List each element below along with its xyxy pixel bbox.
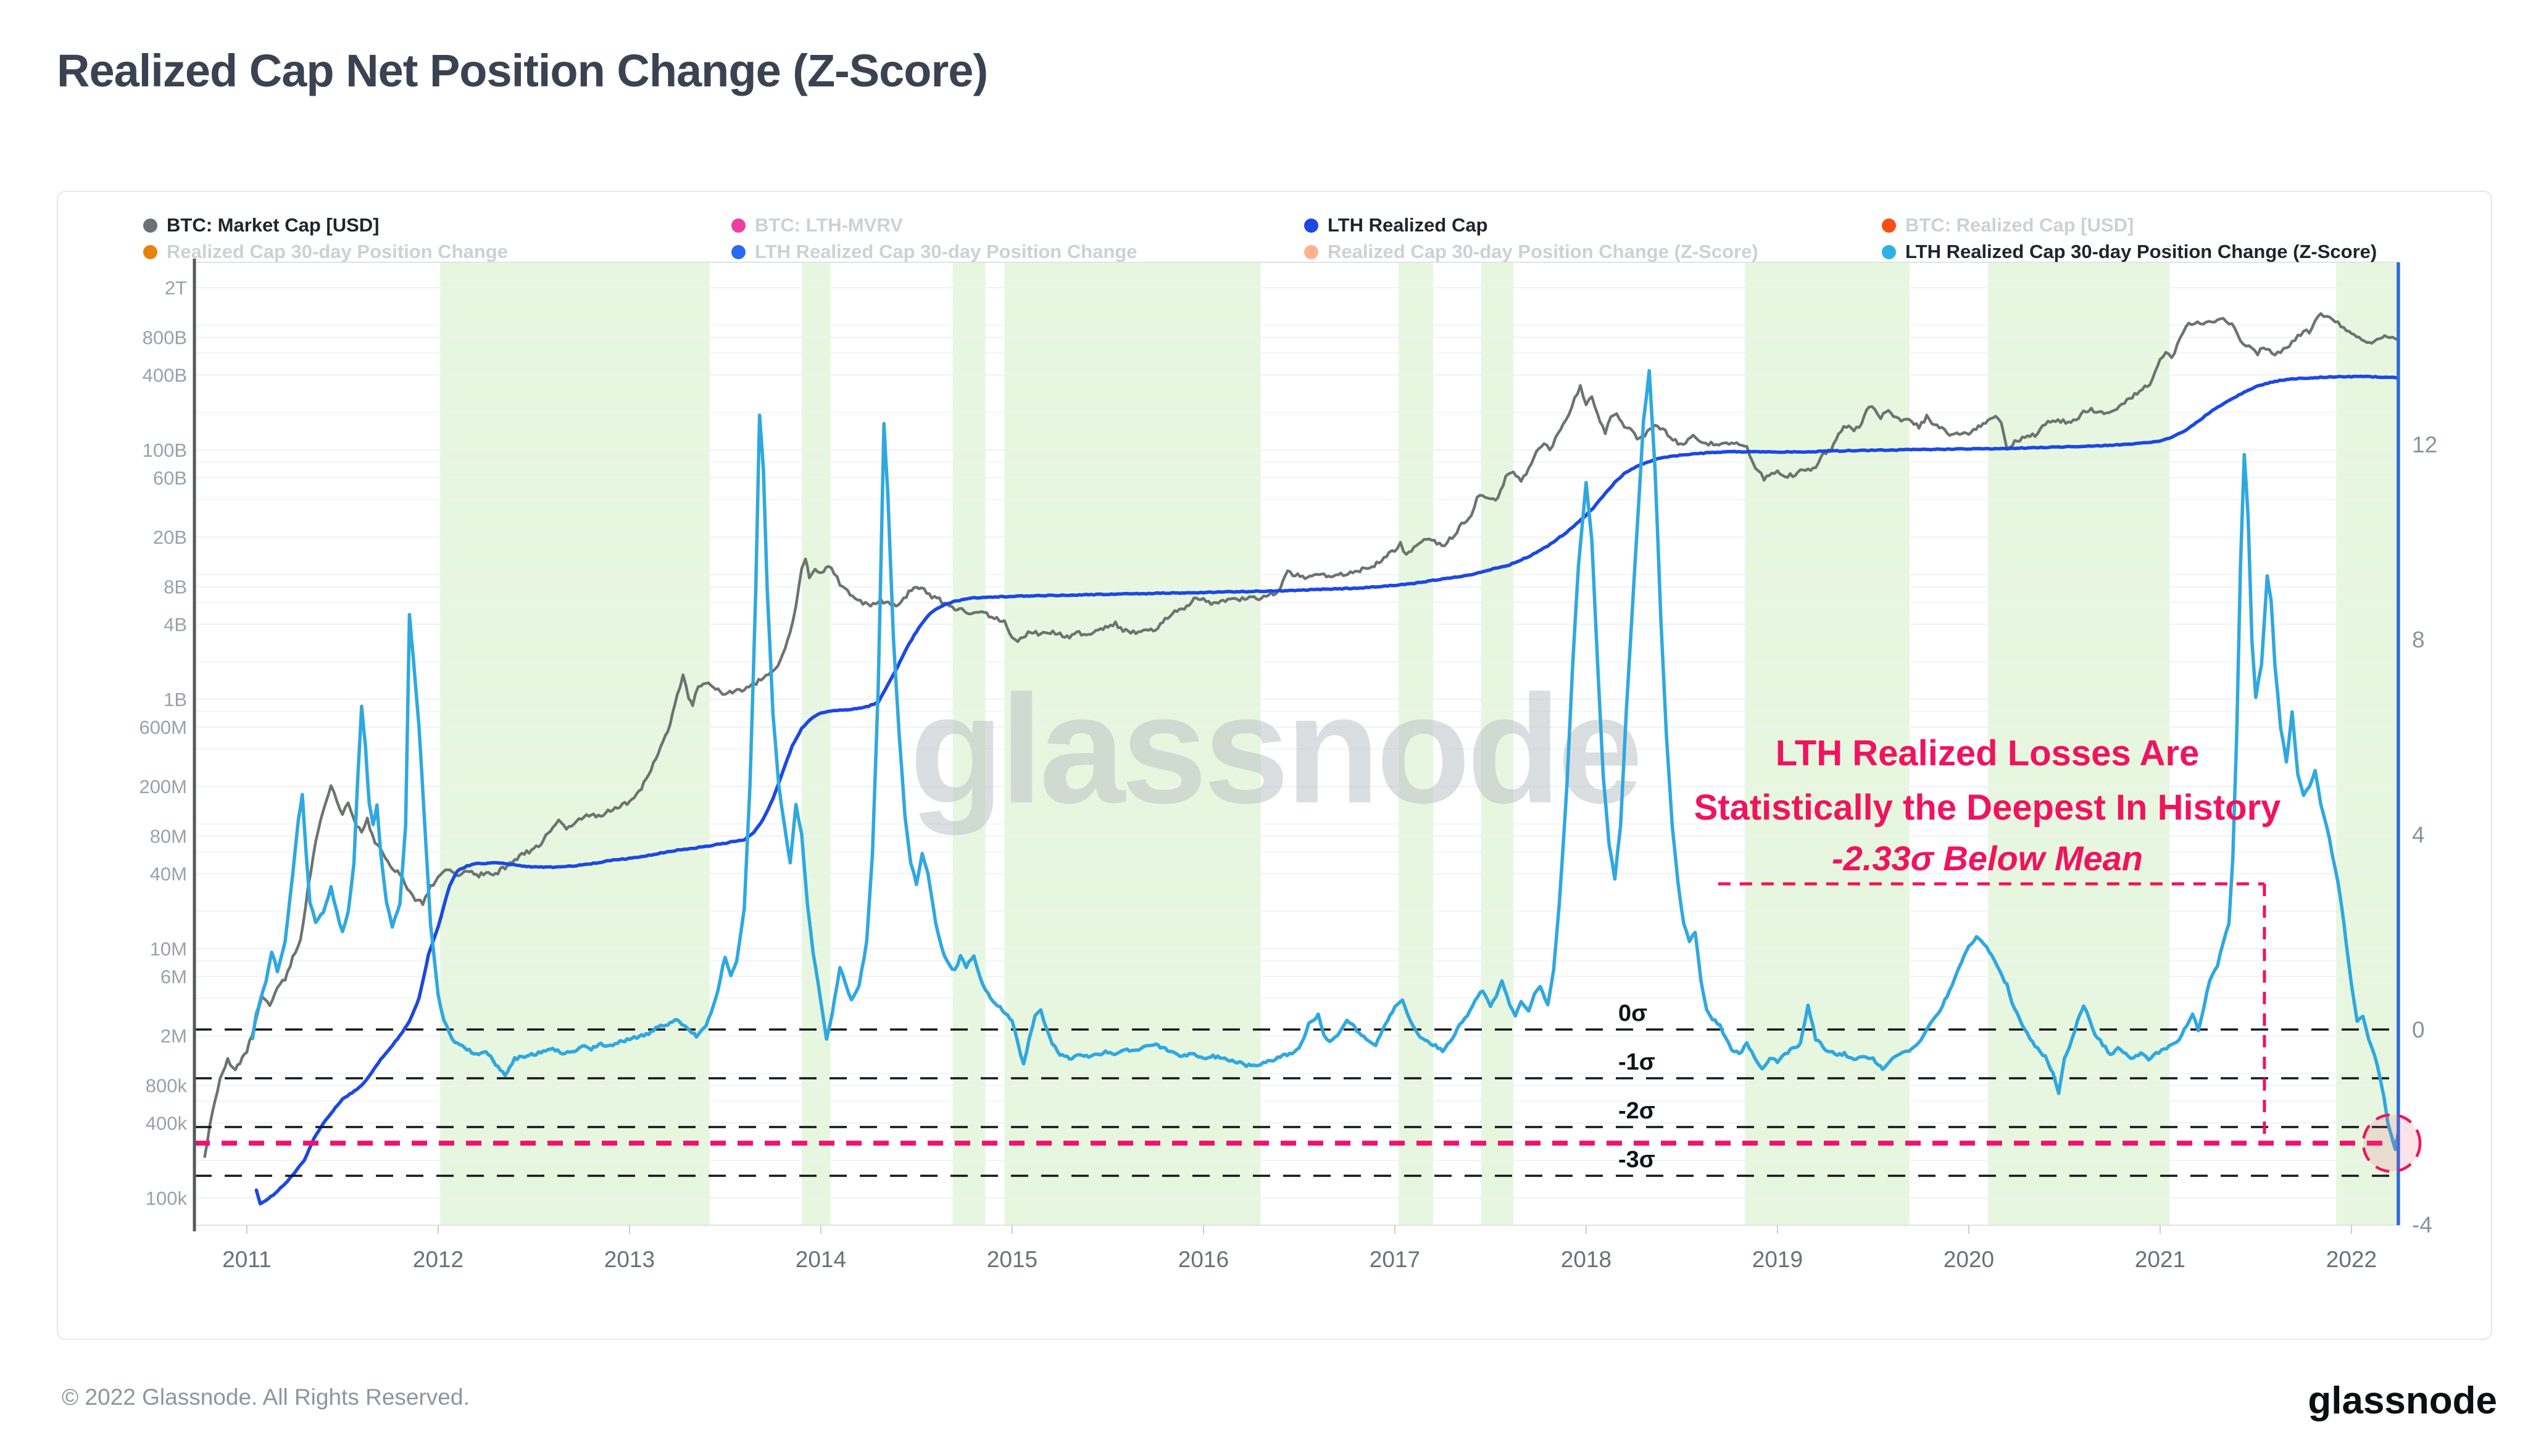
legend-label: Realized Cap 30-day Position Change (Z-S…	[1328, 241, 1758, 262]
y-axis-label-left: 100k	[146, 1188, 188, 1209]
legend-item-realized-cap-30-day-position-change-z-score[interactable]: Realized Cap 30-day Position Change (Z-S…	[1304, 239, 1758, 264]
green-band	[1004, 262, 1261, 1225]
series-z-score-line	[251, 368, 2400, 1151]
x-axis-label: 2022	[2326, 1247, 2377, 1272]
legend-label: BTC: Market Cap [USD]	[167, 214, 380, 236]
glassnode-logo: glassnode	[2308, 1379, 2497, 1422]
legend-dot-icon	[731, 218, 746, 233]
annotation-line1: LTH Realized Losses Are	[1776, 733, 2200, 773]
legend-label: Realized Cap 30-day Position Change	[167, 241, 508, 262]
y-axis-label-right: -4	[2412, 1212, 2432, 1238]
sigma-label: -2σ	[1618, 1098, 1655, 1124]
legend-item-lth-realized-cap[interactable]: LTH Realized Cap	[1304, 213, 1488, 238]
legend-dot-icon	[1304, 218, 1318, 233]
legend-item-btc-lth-mvrv[interactable]: BTC: LTH-MVRV	[731, 213, 903, 238]
legend-item-btc-realized-cap-usd[interactable]: BTC: Realized Cap [USD]	[1882, 213, 2134, 238]
legend-dot-icon	[731, 244, 746, 259]
legend-label: BTC: Realized Cap [USD]	[1905, 214, 2134, 236]
legend-item-lth-realized-cap-30-day-position-change-z-score[interactable]: LTH Realized Cap 30-day Position Change …	[1882, 239, 2377, 264]
y-axis-label-right: 4	[2412, 822, 2425, 847]
green-band	[1745, 262, 1910, 1225]
x-axis-label: 2020	[1944, 1247, 1994, 1272]
legend-dot-icon	[143, 218, 157, 233]
y-axis-label-left: 200M	[139, 776, 187, 797]
series-lth-realized-cap-line	[254, 374, 2400, 1206]
y-axis-label-left: 400B	[143, 364, 187, 386]
y-axis-label-left: 800B	[143, 327, 187, 349]
x-axis-label: 2013	[604, 1247, 655, 1272]
green-band	[1399, 262, 1433, 1225]
sigma-label: -3σ	[1618, 1147, 1655, 1173]
green-band	[801, 262, 831, 1225]
y-axis-label-left: 8B	[164, 576, 187, 598]
x-axis-label: 2016	[1178, 1247, 1229, 1272]
y-axis-label-left: 600M	[139, 717, 187, 738]
y-axis-label-left: 80M	[150, 826, 187, 847]
legend-dot-icon	[1882, 244, 1896, 259]
legend-item-btc-market-cap-usd[interactable]: BTC: Market Cap [USD]	[143, 213, 379, 238]
y-axis-label-left: 4B	[164, 614, 187, 635]
y-axis-label-right: 0	[2412, 1017, 2425, 1042]
annotation-line3: -2.33σ Below Mean	[1832, 839, 2143, 878]
x-axis-label: 2014	[796, 1247, 846, 1272]
legend-dot-icon	[1882, 218, 1896, 233]
green-band	[2336, 262, 2400, 1225]
x-axis-label: 2019	[1752, 1247, 1803, 1272]
sigma-label: -1σ	[1618, 1049, 1655, 1075]
legend-item-realized-cap-30-day-position-change[interactable]: Realized Cap 30-day Position Change	[143, 239, 508, 264]
x-axis-label: 2021	[2135, 1247, 2185, 1272]
lowpoint-ellipse	[2361, 1113, 2422, 1173]
y-axis-label-left: 60B	[153, 467, 187, 489]
y-axis-label-right: 8	[2412, 627, 2425, 652]
green-band	[1987, 262, 2170, 1225]
legend-label: LTH Realized Cap 30-day Position Change	[755, 241, 1137, 262]
annotation-line2: Statistically the Deepest In History	[1694, 788, 2281, 828]
y-axis-label-left: 40M	[150, 863, 187, 884]
page-title: Realized Cap Net Position Change (Z-Scor…	[57, 45, 988, 96]
y-axis-label-left: 6M	[160, 966, 187, 988]
legend-label: LTH Realized Cap 30-day Position Change …	[1905, 241, 2377, 262]
x-axis-label: 2011	[222, 1247, 272, 1272]
legend-label: BTC: LTH-MVRV	[755, 214, 903, 236]
y-axis-label-left: 2M	[160, 1025, 187, 1047]
green-band	[440, 262, 710, 1225]
y-axis-label-left: 20B	[153, 526, 187, 548]
y-axis-label-left: 400k	[146, 1112, 188, 1134]
sigma-label: 0σ	[1618, 1000, 1647, 1026]
legend-item-lth-realized-cap-30-day-position-change[interactable]: LTH Realized Cap 30-day Position Change	[731, 239, 1137, 264]
green-band	[1481, 262, 1514, 1225]
legend: BTC: Market Cap [USD] BTC: LTH-MVRV LTH Re…	[0, 0, 2528, 262]
y-axis-label-left: 800k	[146, 1075, 188, 1097]
x-axis-label: 2017	[1370, 1247, 1420, 1272]
x-axis-label: 2018	[1561, 1247, 1611, 1272]
x-axis-label: 2012	[413, 1247, 464, 1272]
y-axis-label-left: 10M	[150, 938, 187, 960]
y-axis-label-left: 1B	[164, 689, 187, 710]
y-axis-label-left: 100B	[143, 439, 187, 461]
watermark: glassnode	[910, 663, 1639, 835]
green-band	[952, 262, 986, 1225]
legend-label: LTH Realized Cap	[1328, 214, 1488, 236]
legend-dot-icon	[143, 244, 157, 259]
footer-copyright: © 2022 Glassnode. All Rights Reserved.	[62, 1384, 470, 1410]
legend-dot-icon	[1304, 244, 1318, 259]
y-axis-label-right: 12	[2412, 432, 2437, 457]
x-axis-label: 2015	[987, 1247, 1037, 1272]
y-axis-label-left: 2T	[165, 277, 187, 299]
